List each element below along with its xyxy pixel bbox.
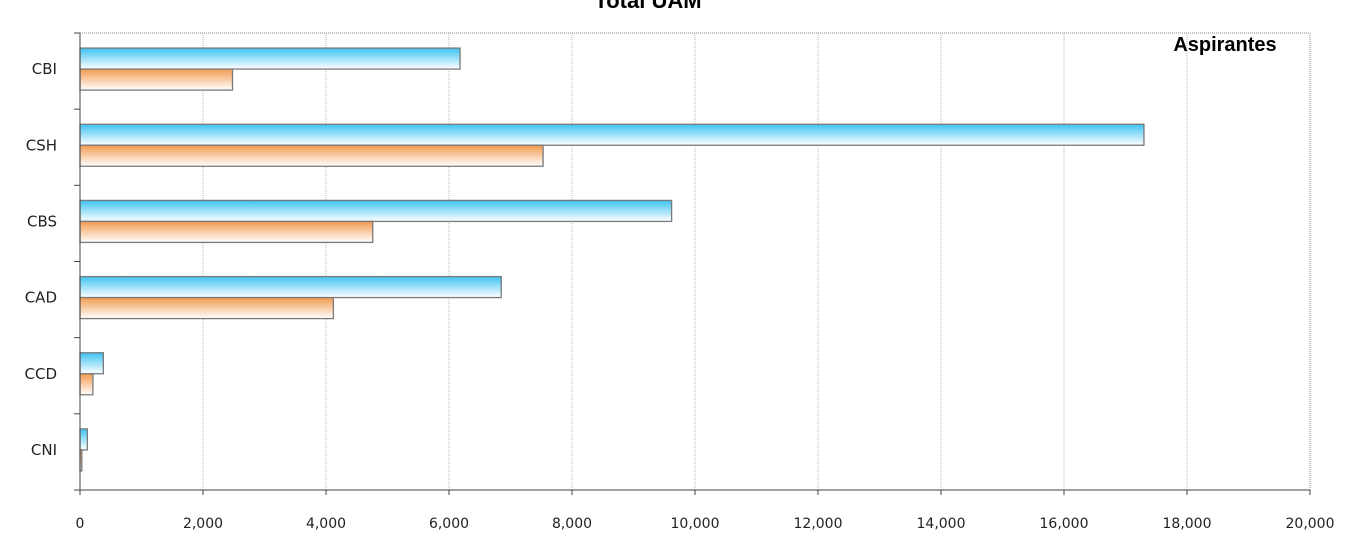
axes xyxy=(74,32,1311,495)
category-label: CSH xyxy=(26,136,57,154)
x-tick-label: 4,000 xyxy=(306,516,346,532)
x-tick-label: 2,000 xyxy=(183,516,223,532)
series-1-bar xyxy=(79,275,502,299)
series-2-bar xyxy=(79,68,234,91)
category-label: CBS xyxy=(27,212,57,230)
grid-lines xyxy=(80,32,1311,490)
series-2-bar xyxy=(79,296,335,320)
series-1-bar xyxy=(79,199,673,223)
series-1-bar xyxy=(79,47,461,70)
chart-title: Total UAM xyxy=(594,0,701,13)
x-tick-labels: 0 2,000 4,000 6,000 8,000 10,000 12,000 14,000 1… xyxy=(76,516,1335,532)
series-2-bar xyxy=(79,373,94,396)
category-label: CAD xyxy=(25,289,57,307)
category-labels: CBI CSH CBS CAD CCD CNI xyxy=(25,60,58,459)
x-tick-label: 6,000 xyxy=(429,516,469,532)
x-tick-label: 10,000 xyxy=(671,516,720,532)
series-1-bar xyxy=(79,352,105,375)
legend-title: Aspirantes xyxy=(1173,34,1276,56)
series-1-bar xyxy=(79,428,89,451)
bars xyxy=(79,47,1145,472)
series-2-bar xyxy=(79,144,544,167)
x-tick-label: 16,000 xyxy=(1040,516,1089,532)
plot-border xyxy=(80,32,1311,490)
x-tick-label: 18,000 xyxy=(1163,516,1212,532)
series-2-bar xyxy=(79,220,374,244)
category-label: CBI xyxy=(32,60,57,78)
x-tick-label: 20,000 xyxy=(1286,516,1335,532)
category-label: CCD xyxy=(25,365,58,383)
x-tick-label: 14,000 xyxy=(917,516,966,532)
category-label: CNI xyxy=(31,441,57,459)
x-tick-label: 0 xyxy=(76,516,85,532)
x-tick-label: 8,000 xyxy=(552,516,592,532)
x-tick-label: 12,000 xyxy=(794,516,843,532)
series-1-bar xyxy=(79,123,1145,146)
